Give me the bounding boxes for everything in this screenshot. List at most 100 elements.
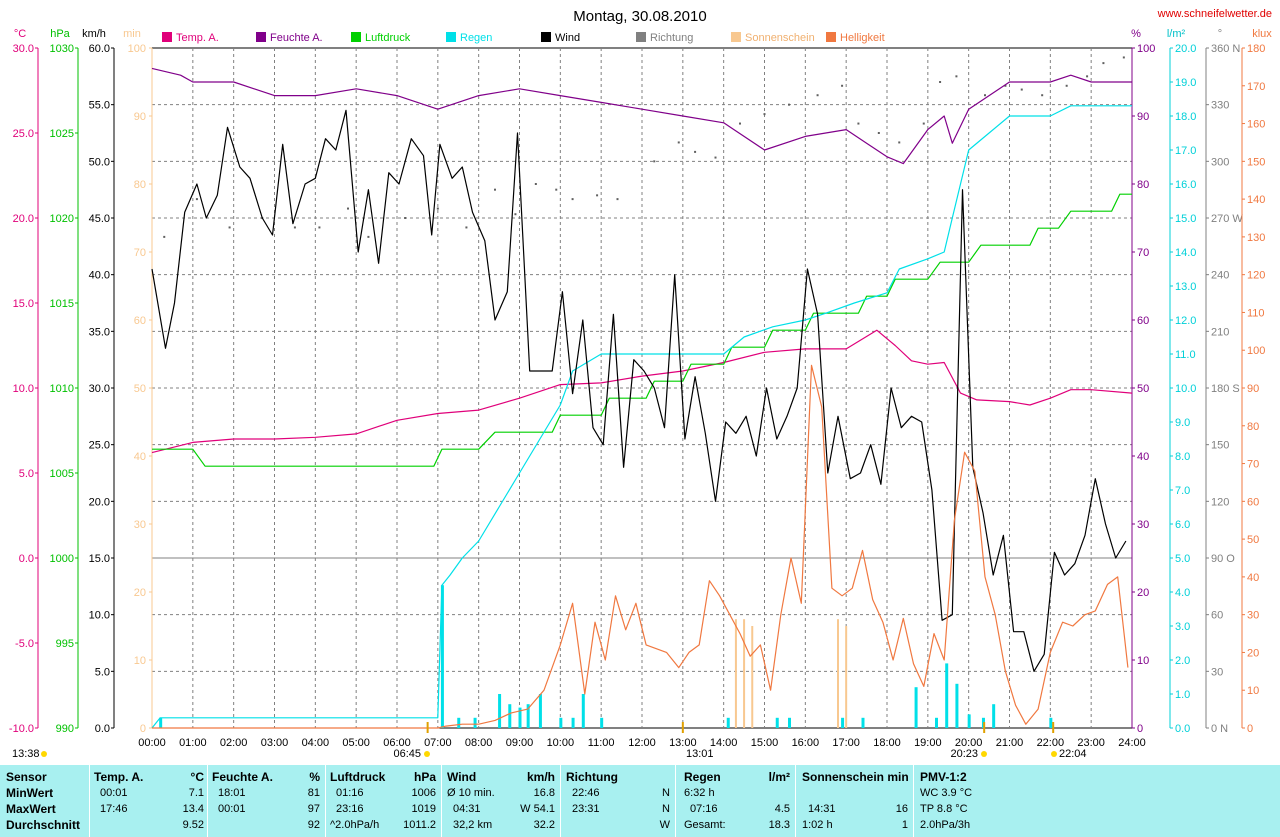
minutes-tick-label: 80 xyxy=(134,179,146,191)
minutes-tick-label: 90 xyxy=(134,111,146,123)
pressure-min-value: 1006 xyxy=(411,787,436,799)
series-line-luftdruck xyxy=(152,193,1132,467)
minutes-tick-label: 0 xyxy=(140,723,146,735)
humidity-tick-label: 60 xyxy=(1137,315,1149,327)
rain-bar xyxy=(775,717,779,728)
rain-bar xyxy=(518,707,522,728)
direction-dot xyxy=(739,122,741,125)
site-link[interactable]: www.schneifelwetter.de xyxy=(1157,8,1272,20)
direction-dot xyxy=(898,141,901,144)
sunshine-bar xyxy=(743,619,746,728)
x-tick-label: 17:00 xyxy=(832,737,860,749)
sensor-header: Sensor xyxy=(6,770,47,784)
direction-dot xyxy=(939,81,942,83)
stats-pressure: Luftdruck hPa 01:16 1006 23:16 1019 ^2.0hPa… xyxy=(330,765,436,837)
rain-bar xyxy=(967,714,971,728)
sunset-label: 20:23 xyxy=(950,748,978,760)
sunrise-label: 06:45 xyxy=(393,748,421,760)
rain-tick-label: 19.0 xyxy=(1175,77,1196,89)
pressure-tick-label: 990 xyxy=(56,723,74,735)
axes: 00:00 01:00 02:00 03:00 04:00 05:00 06:00 07:00… xyxy=(9,43,1265,749)
series-line-wind xyxy=(151,109,1127,672)
x-tick-label: 16:00 xyxy=(792,737,820,749)
direction-tick-label: 120 xyxy=(1211,496,1229,508)
legend-swatch xyxy=(351,32,361,42)
direction-tick-label: 0 N xyxy=(1211,723,1228,735)
temp-tick-label: -10.0 xyxy=(9,723,34,735)
direction-dot xyxy=(465,226,468,229)
rain-tick-label: 7.0 xyxy=(1175,485,1190,497)
rain-header: Regen xyxy=(684,770,721,784)
direction-dot xyxy=(694,150,697,153)
pressure-tick-label: 1030 xyxy=(50,43,74,55)
direction-tick-label: 270 W xyxy=(1211,213,1243,225)
direction-header: Richtung xyxy=(566,770,618,784)
minutes-tick-label: 60 xyxy=(134,315,146,327)
rain-bar xyxy=(861,717,865,728)
x-tick-label: 12:00 xyxy=(628,737,656,749)
minutes-tick-label: 20 xyxy=(134,587,146,599)
rain-tick-label: 9.0 xyxy=(1175,417,1190,429)
wind-tick-label: 25.0 xyxy=(89,440,110,452)
avg-row-label: Durchschnitt xyxy=(6,818,81,832)
direction-unit-label: ° xyxy=(1218,28,1222,40)
direction-tick-label: 90 O xyxy=(1211,553,1235,565)
temp-tick-label: 0.0 xyxy=(19,553,34,565)
direction-dot xyxy=(195,198,198,201)
axis-unit-labels: °C hPa km/h min % l/m² ° klux xyxy=(14,28,1272,40)
temp-tick-label: 10.0 xyxy=(13,383,34,395)
legend-label: Regen xyxy=(460,32,492,44)
rain-tick-label: 13.0 xyxy=(1175,281,1196,293)
rain-tick-label: 8.0 xyxy=(1175,451,1190,463)
x-tick-label: 13:00 xyxy=(669,737,697,749)
sunshine-bar xyxy=(734,619,737,728)
x-tick-label: 18:00 xyxy=(873,737,901,749)
pressure-header: Luftdruck xyxy=(330,770,386,784)
legend-label: Richtung xyxy=(650,32,693,44)
plot-area xyxy=(151,56,1133,733)
pressure-tick-label: 1015 xyxy=(50,298,74,310)
stats-wind: Wind km/h Ø 10 min. 16.8 04:31 W 54.1 32,2 … xyxy=(447,765,555,837)
stats-humidity: Feuchte A.% 18:01 81 00:01 97 92 xyxy=(212,765,320,837)
direction-dot xyxy=(816,94,819,97)
temp-header: Temp. A. xyxy=(94,770,144,784)
x-tick-label: 03:00 xyxy=(261,737,289,749)
direction-dot xyxy=(1086,75,1089,78)
pmv-dewpoint: TP 8.8 °C xyxy=(920,803,968,815)
pressure-unit: hPa xyxy=(413,770,436,784)
brightness-tick-label: 10 xyxy=(1247,685,1259,697)
wind-tick-label: 50.0 xyxy=(89,156,110,168)
legend-swatch xyxy=(541,32,551,42)
humidity-tick-label: 100 xyxy=(1137,43,1155,55)
humidity-max-time: 00:01 xyxy=(218,803,246,815)
direction-tick-label: 30 xyxy=(1211,666,1223,678)
wind-avg-value: 32.2 xyxy=(533,819,555,831)
brightness-tick-label: 100 xyxy=(1247,345,1265,357)
direction-dot xyxy=(1102,62,1105,65)
temp-unit-label: °C xyxy=(14,28,26,40)
brightness-tick-label: 70 xyxy=(1247,459,1259,471)
wind-tick-label: 55.0 xyxy=(89,100,110,112)
humidity-tick-label: 70 xyxy=(1137,247,1149,259)
rain-tick-label: 10.0 xyxy=(1175,383,1196,395)
direction-tick-label: 330 xyxy=(1211,100,1229,112)
wind-unit-label: km/h xyxy=(82,28,106,40)
minutes-tick-label: 50 xyxy=(134,383,146,395)
legend-swatch xyxy=(446,32,456,42)
wind-tick-label: 0.0 xyxy=(95,723,110,735)
rain-unit: l/m² xyxy=(768,770,790,784)
pmv-windchill: WC 3.9 °C xyxy=(920,787,973,799)
wind-header: Wind xyxy=(447,770,477,784)
wind-tick-label: 60.0 xyxy=(89,43,110,55)
rain-bar xyxy=(600,717,604,728)
rain-total-value: 18.3 xyxy=(768,819,790,831)
stats-temp: Temp. A. °C 00:01 7.1 17:46 13.4 9.52 xyxy=(94,765,204,837)
brightness-tick-label: 130 xyxy=(1247,232,1265,244)
humidity-tick-label: 30 xyxy=(1137,519,1149,531)
wind-unit: km/h xyxy=(526,770,555,784)
weather-chart: Montag, 30.08.2010 www.schneifelwetter.d… xyxy=(8,8,1273,760)
direction-dot xyxy=(955,75,958,78)
x-tick-label: 06:00 xyxy=(383,737,411,749)
legend: Temp. A. Feuchte A. Luftdruck Regen Wind Rich… xyxy=(162,32,885,44)
rain-bar xyxy=(473,717,477,728)
